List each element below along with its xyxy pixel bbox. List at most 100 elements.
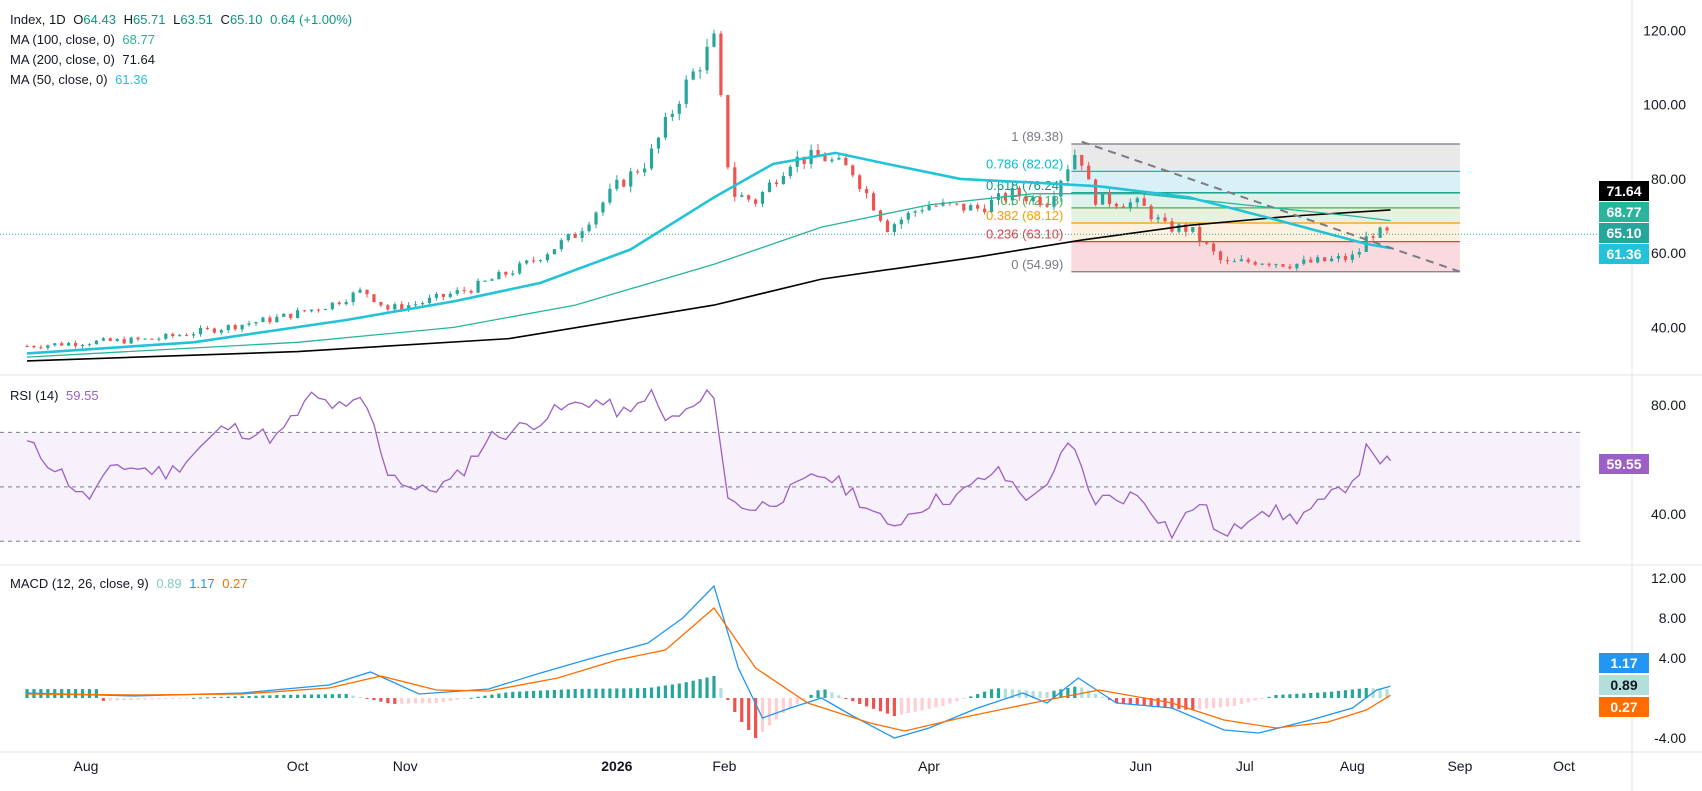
candle[interactable] [87, 343, 92, 347]
candle[interactable] [275, 314, 279, 323]
candle[interactable] [1114, 202, 1119, 209]
candle[interactable] [1323, 257, 1327, 262]
candle[interactable] [781, 172, 785, 185]
candle[interactable] [1198, 223, 1202, 247]
candle[interactable] [282, 313, 286, 317]
candle[interactable] [1357, 248, 1361, 258]
candle[interactable] [511, 270, 515, 276]
candle[interactable] [67, 341, 71, 347]
candle[interactable] [32, 344, 36, 349]
candle[interactable] [1239, 255, 1243, 262]
candle[interactable] [358, 287, 362, 294]
candle[interactable] [178, 333, 182, 337]
candle[interactable] [1295, 263, 1299, 271]
candle[interactable] [670, 109, 674, 122]
candle[interactable] [1205, 240, 1209, 246]
candle[interactable] [60, 341, 64, 346]
candle[interactable] [649, 143, 654, 171]
candle[interactable] [150, 338, 154, 340]
candle[interactable] [712, 29, 716, 48]
candle[interactable] [573, 232, 577, 239]
candle[interactable] [955, 203, 959, 206]
candle[interactable] [1080, 154, 1084, 171]
candle[interactable] [171, 332, 175, 339]
candle[interactable] [1253, 260, 1257, 266]
candle[interactable] [455, 287, 459, 296]
candle[interactable] [913, 210, 917, 217]
candle[interactable] [920, 206, 924, 214]
candle[interactable] [365, 289, 369, 298]
candle[interactable] [226, 324, 230, 333]
candle[interactable] [1177, 222, 1181, 234]
fibonacci-retracement[interactable]: 1 (89.38)0.786 (82.02)0.618 (76.24)0.5 (… [986, 129, 1460, 273]
candle[interactable] [552, 249, 556, 255]
candle[interactable] [531, 256, 536, 264]
candle[interactable] [691, 68, 695, 81]
candle[interactable] [976, 202, 980, 212]
candle[interactable] [80, 343, 85, 349]
candle[interactable] [1142, 194, 1146, 206]
candle[interactable] [566, 233, 570, 243]
candle[interactable] [1350, 250, 1354, 263]
candle[interactable] [525, 259, 529, 265]
candle[interactable] [448, 291, 452, 299]
candle[interactable] [719, 30, 723, 97]
candle[interactable] [851, 164, 855, 178]
candle[interactable] [636, 169, 640, 175]
candle[interactable] [476, 278, 480, 294]
candle[interactable] [323, 308, 327, 311]
ma100-line[interactable] [26, 193, 1391, 358]
candle[interactable] [767, 179, 772, 193]
candle[interactable] [1218, 250, 1223, 264]
candle[interactable] [1149, 204, 1153, 222]
candle[interactable] [969, 203, 973, 211]
candle[interactable] [733, 161, 737, 202]
candle[interactable] [927, 200, 931, 211]
candle[interactable] [545, 252, 550, 263]
candle[interactable] [538, 259, 543, 263]
candle[interactable] [393, 302, 397, 311]
candle[interactable] [73, 340, 78, 349]
candle[interactable] [504, 271, 508, 278]
candle[interactable] [94, 339, 99, 345]
candle[interactable] [261, 316, 265, 323]
candle[interactable] [684, 75, 688, 109]
candle[interactable] [1288, 264, 1292, 270]
candle[interactable] [219, 328, 223, 335]
candle[interactable] [1211, 241, 1216, 256]
rsi-line[interactable] [26, 388, 1392, 540]
ma50-line[interactable] [26, 151, 1391, 355]
candle[interactable] [622, 178, 626, 188]
candle[interactable] [878, 209, 883, 223]
candle[interactable] [906, 210, 910, 224]
candle[interactable] [865, 186, 869, 199]
candle[interactable] [656, 136, 661, 154]
candle[interactable] [108, 337, 112, 342]
candle[interactable] [1225, 256, 1230, 265]
candle[interactable] [608, 183, 612, 205]
candle[interactable] [871, 191, 876, 211]
candle[interactable] [39, 344, 43, 350]
candle[interactable] [1156, 214, 1160, 224]
candle[interactable] [434, 291, 439, 301]
candle[interactable] [386, 303, 390, 312]
candle[interactable] [337, 300, 341, 306]
candle[interactable] [1094, 178, 1098, 207]
candle[interactable] [129, 336, 133, 345]
candle[interactable] [760, 190, 765, 208]
candle[interactable] [157, 336, 161, 342]
candle[interactable] [427, 294, 432, 305]
candle[interactable] [1191, 227, 1195, 234]
candle[interactable] [1107, 188, 1112, 208]
candle[interactable] [830, 157, 834, 164]
candle[interactable] [1260, 262, 1264, 266]
candle[interactable] [885, 218, 890, 233]
candle[interactable] [580, 227, 584, 243]
candle[interactable] [136, 336, 140, 342]
candle[interactable] [191, 331, 196, 338]
candle[interactable] [774, 179, 779, 187]
ma200-line[interactable] [26, 209, 1391, 362]
candle[interactable] [441, 293, 445, 301]
candle[interactable] [1371, 233, 1375, 243]
candle[interactable] [302, 310, 307, 313]
